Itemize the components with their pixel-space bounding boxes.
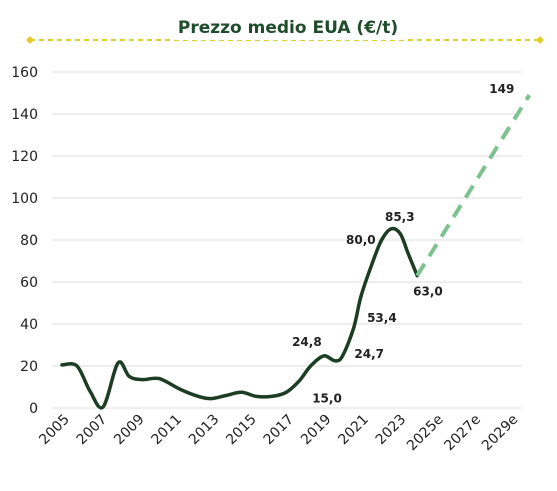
y-tick-label: 0 [29,401,38,417]
x-tick-label: 2013 [186,412,223,449]
x-tick-label: 2005 [36,412,73,449]
actual-series-line [60,226,419,410]
data-label: 24,8 [292,335,322,349]
x-tick-label: 2019 [298,412,335,449]
y-tick-label: 160 [11,65,38,81]
data-label: 24,7 [354,347,384,361]
title-background [170,14,406,40]
y-tick-label: 140 [11,107,38,123]
y-tick-label: 60 [20,275,38,291]
y-tick-label: 120 [11,149,38,165]
data-label: 80,0 [346,233,376,247]
data-labels: 24,8 15,0 24,7 53,4 80,0 85,3 63,0 149 [292,82,514,405]
x-tick-label: 2009 [111,412,148,449]
x-tick-label: 2007 [74,412,111,449]
chart-title: Prezzo medio EUA (€/t) [178,18,398,38]
x-tick-label: 2011 [148,412,185,449]
x-axis-ticks: 2005 2007 2009 2011 2013 2015 2017 2019 2021 2023… [36,412,521,455]
grid-lines [52,71,522,409]
x-tick-label: 2029e [479,412,522,455]
x-tick-label: 2015 [223,412,260,449]
y-tick-label: 100 [11,191,38,207]
chart-title-area: Prezzo medio EUA (€/t) [26,14,544,44]
y-tick-label: 20 [20,359,38,375]
data-label: 63,0 [413,285,443,299]
forecast-series-line [415,94,532,277]
data-label: 85,3 [385,210,415,224]
x-tick-label: 2027e [441,412,484,455]
title-rule-marker-right [536,36,544,44]
series-lines [60,94,532,410]
x-tick-label: 2025e [404,412,447,455]
data-label: 53,4 [367,311,397,325]
x-tick-label: 2021 [335,412,372,449]
x-tick-label: 2017 [261,412,298,449]
data-label: 15,0 [312,392,342,406]
y-tick-label: 40 [20,317,38,333]
title-rule-marker-left [26,36,34,44]
y-tick-label: 80 [20,233,38,249]
data-label: 149 [489,82,514,96]
y-axis-ticks: 0 20 40 60 80 100 120 140 160 [11,65,38,417]
